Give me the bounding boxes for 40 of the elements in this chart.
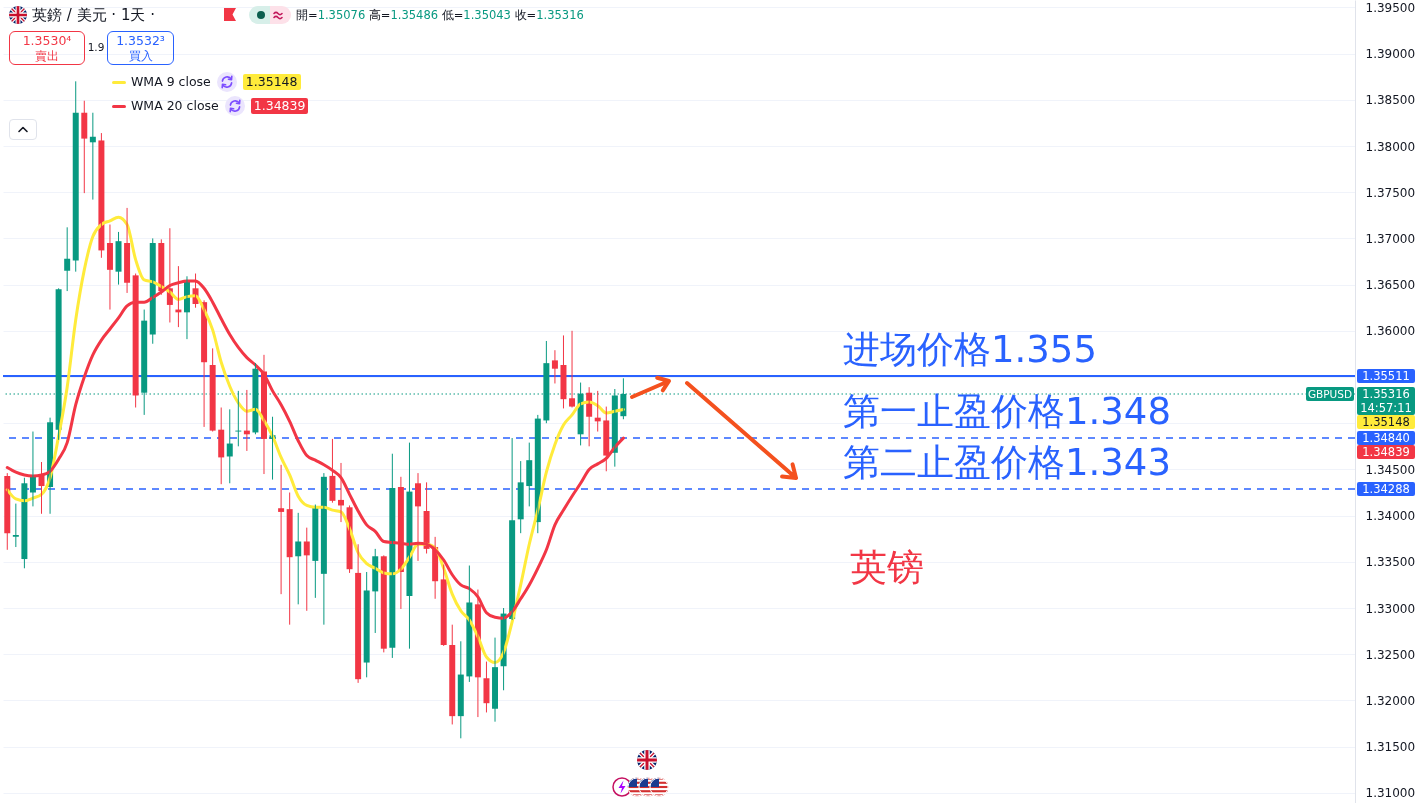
annotation: 1.34839 [250, 98, 309, 114]
text: 1.34839 [1357, 445, 1415, 459]
ref-line-label: 第一止盈价格1.348 [843, 390, 1171, 433]
chart-title: 英鎊 / 美元 · 1天 · [32, 5, 155, 25]
y-tick-label: 1.31000 [1365, 786, 1416, 801]
text: 1.34840 [1357, 431, 1415, 445]
y-tick-label: 1.38000 [1365, 139, 1416, 154]
y-tick-label: 1.34000 [1365, 509, 1416, 524]
y-tick-label: 1.34500 [1365, 462, 1416, 477]
y-tick-label: 1.39500 [1365, 0, 1416, 15]
ref-line-label: GBPUSD [1306, 387, 1354, 401]
y-tick-label: 1.39000 [1365, 47, 1416, 62]
y-tick-label: 1.37500 [1365, 185, 1416, 200]
candlestick [12, 503, 19, 548]
ref-line-label: 第二止盈价格1.343 [843, 441, 1171, 485]
annotation: 1.3530⁴ [21, 33, 73, 49]
text: 1.34288 [1357, 482, 1415, 496]
y-tick-label: 1.36000 [1365, 324, 1416, 339]
y-tick-label: 1.31500 [1365, 740, 1416, 755]
annotation: 英镑 [850, 546, 924, 590]
annotation: 賣出 [34, 49, 60, 63]
y-tick-label: 1.37000 [1365, 231, 1416, 246]
text: 1.35316 [1361, 387, 1411, 401]
text: 1.35511 [1357, 368, 1415, 383]
text: 14:57:11 [1359, 401, 1413, 415]
y-tick-label: 1.36500 [1365, 278, 1416, 293]
y-tick-label: 1.33500 [1365, 555, 1416, 570]
y-tick-label: 1.32000 [1365, 693, 1416, 708]
legend-label: WMA 20 close [131, 98, 219, 114]
annotation: 買入 [127, 49, 154, 63]
annotation: 1.35148 [242, 74, 301, 90]
text: 1.35148 [1357, 415, 1415, 429]
ref-line-label: 进场价格1.355 [843, 328, 1097, 371]
annotation: 1.3532³ [115, 33, 166, 49]
y-tick-label: 1.32500 [1365, 647, 1416, 662]
text: 開=1.35076 高=1.35486 低=1.35043 收=1.35316 [296, 8, 584, 22]
y-tick-label: 1.33000 [1365, 601, 1416, 616]
legend-label: WMA 9 close [131, 74, 211, 90]
y-tick-label: 1.38500 [1365, 93, 1416, 108]
annotation: 1.9 [86, 40, 106, 54]
